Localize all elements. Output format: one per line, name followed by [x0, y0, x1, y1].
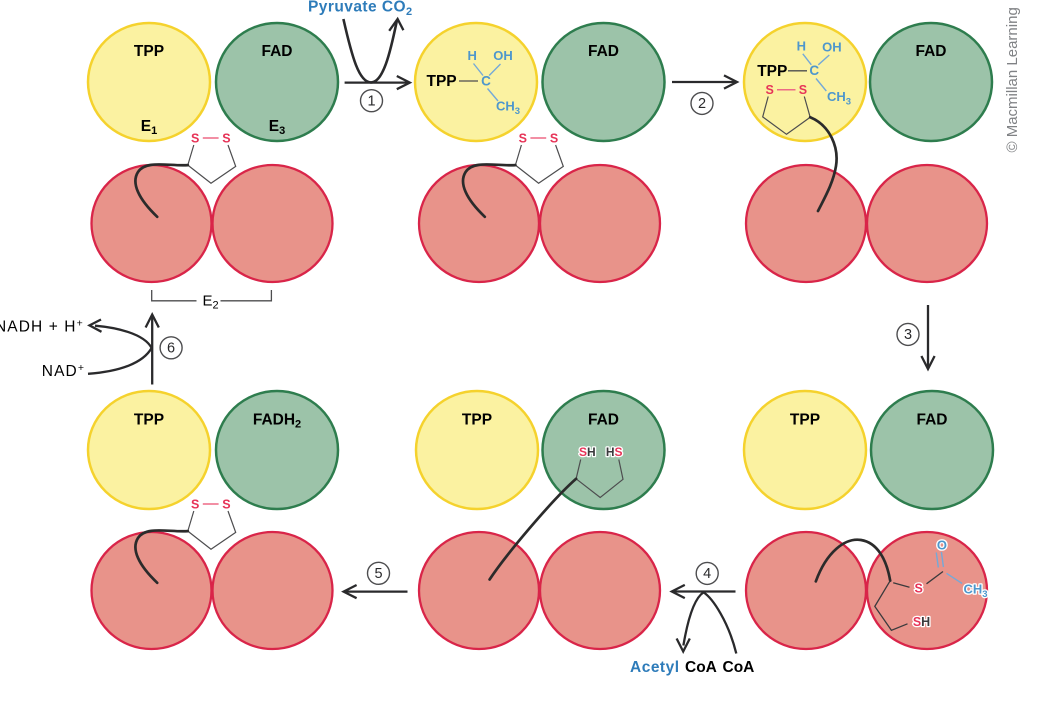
svg-text:TPP: TPP	[134, 43, 164, 60]
svg-text:NAD+: NAD+	[42, 362, 85, 380]
svg-text:© Macmillan Learning: © Macmillan Learning	[1004, 7, 1021, 152]
svg-text:H: H	[797, 38, 806, 53]
svg-text:CH3: CH3	[496, 99, 520, 118]
svg-text:6: 6	[167, 341, 175, 357]
svg-text:S: S	[191, 498, 199, 512]
svg-text:OH: OH	[493, 48, 513, 63]
svg-text:FAD: FAD	[916, 43, 947, 60]
svg-text:C: C	[809, 63, 819, 78]
svg-text:SH: SH	[579, 445, 596, 459]
svg-text:S: S	[222, 498, 230, 512]
svg-text:Pyruvate CO2: Pyruvate CO2	[308, 0, 413, 18]
svg-text:HS: HS	[606, 445, 623, 459]
svg-text:S: S	[519, 132, 527, 146]
svg-text:OH: OH	[822, 39, 842, 54]
svg-text:3: 3	[904, 327, 912, 343]
svg-text:1: 1	[367, 94, 375, 110]
svg-text:S: S	[766, 83, 774, 97]
svg-text:FAD: FAD	[262, 43, 293, 60]
svg-text:S: S	[550, 132, 558, 146]
svg-text:5: 5	[374, 566, 382, 582]
svg-text:2: 2	[698, 96, 706, 112]
svg-text:FADH2: FADH2	[253, 412, 301, 431]
svg-text:C: C	[481, 74, 491, 89]
svg-text:S: S	[799, 83, 807, 97]
svg-text:O: O	[937, 537, 947, 552]
svg-text:NADH + H+: NADH + H+	[0, 318, 84, 336]
svg-text:S: S	[191, 132, 199, 146]
svg-text:CH3: CH3	[827, 89, 851, 108]
svg-text:FAD: FAD	[588, 412, 619, 429]
svg-text:SH: SH	[913, 615, 930, 629]
svg-text:E2: E2	[203, 292, 219, 311]
svg-text:S: S	[915, 582, 923, 596]
svg-text:S: S	[222, 132, 230, 146]
svg-text:TPP: TPP	[427, 73, 457, 90]
svg-text:CH3: CH3	[964, 581, 988, 600]
svg-text:H: H	[468, 48, 477, 63]
svg-text:FAD: FAD	[588, 43, 619, 60]
svg-text:Acetyl: Acetyl	[630, 659, 680, 676]
svg-text:TPP: TPP	[462, 412, 492, 429]
svg-text:TPP: TPP	[790, 412, 820, 429]
svg-text:TPP: TPP	[134, 412, 164, 429]
svg-text:4: 4	[703, 566, 711, 582]
svg-text:FAD: FAD	[917, 412, 948, 429]
svg-text:TPP: TPP	[757, 63, 787, 80]
